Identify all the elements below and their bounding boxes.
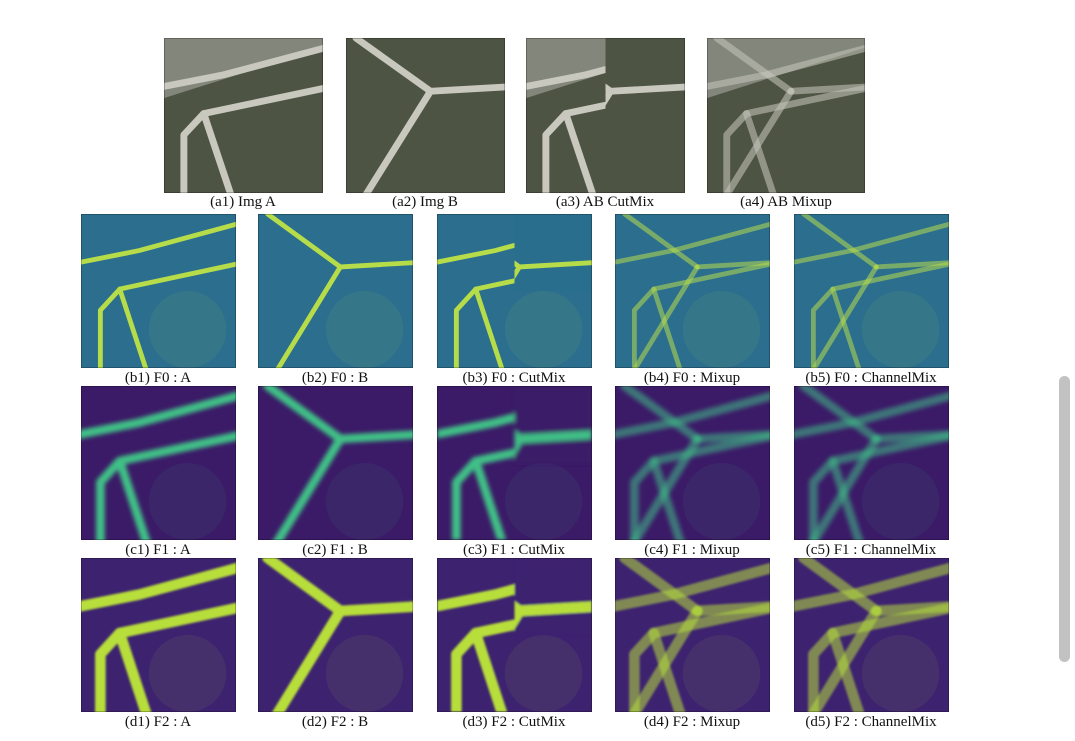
panel-b2: [258, 214, 413, 368]
panel-a2: [346, 38, 505, 193]
caption-b5: (b5) F0 : ChannelMix: [805, 370, 937, 386]
panel-d4: [615, 558, 770, 712]
panel-c2: [258, 386, 413, 540]
caption-b3: (b3) F0 : CutMix: [462, 370, 566, 386]
caption-c4: (c4) F1 : Mixup: [644, 542, 740, 558]
panel-b3: [437, 214, 592, 368]
caption-d5: (d5) F2 : ChannelMix: [805, 714, 937, 730]
panel-a3: [526, 38, 685, 193]
caption-a3: (a3) AB CutMix: [555, 194, 655, 210]
caption-a2: (a2) Img B: [392, 194, 458, 210]
caption-d1: (d1) F2 : A: [124, 714, 192, 730]
panel-a1: [164, 38, 323, 193]
panel-c3: [437, 386, 592, 540]
caption-b4: (b4) F0 : Mixup: [643, 370, 741, 386]
caption-c5: (c5) F1 : ChannelMix: [805, 542, 937, 558]
caption-d4: (d4) F2 : Mixup: [643, 714, 741, 730]
caption-b2: (b2) F0 : B: [301, 370, 369, 386]
panel-d2: [258, 558, 413, 712]
panel-d1: [81, 558, 236, 712]
caption-d3: (d3) F2 : CutMix: [462, 714, 566, 730]
panel-b1: [81, 214, 236, 368]
panel-c5: [794, 386, 949, 540]
panel-a4: [707, 38, 865, 193]
panel-b5: [794, 214, 949, 368]
panel-b4: [615, 214, 770, 368]
vertical-scrollbar-thumb[interactable]: [1059, 376, 1070, 662]
panel-d3: [437, 558, 592, 712]
caption-a4: (a4) AB Mixup: [740, 194, 832, 210]
caption-b1: (b1) F0 : A: [124, 370, 192, 386]
caption-c3: (c3) F1 : CutMix: [462, 542, 566, 558]
caption-d2: (d2) F2 : B: [301, 714, 369, 730]
caption-c1: (c1) F1 : A: [125, 542, 191, 558]
panel-c1: [81, 386, 236, 540]
panel-d5: [794, 558, 949, 712]
panel-c4: [615, 386, 770, 540]
caption-c2: (c2) F1 : B: [302, 542, 368, 558]
caption-a1: (a1) Img A: [210, 194, 276, 210]
